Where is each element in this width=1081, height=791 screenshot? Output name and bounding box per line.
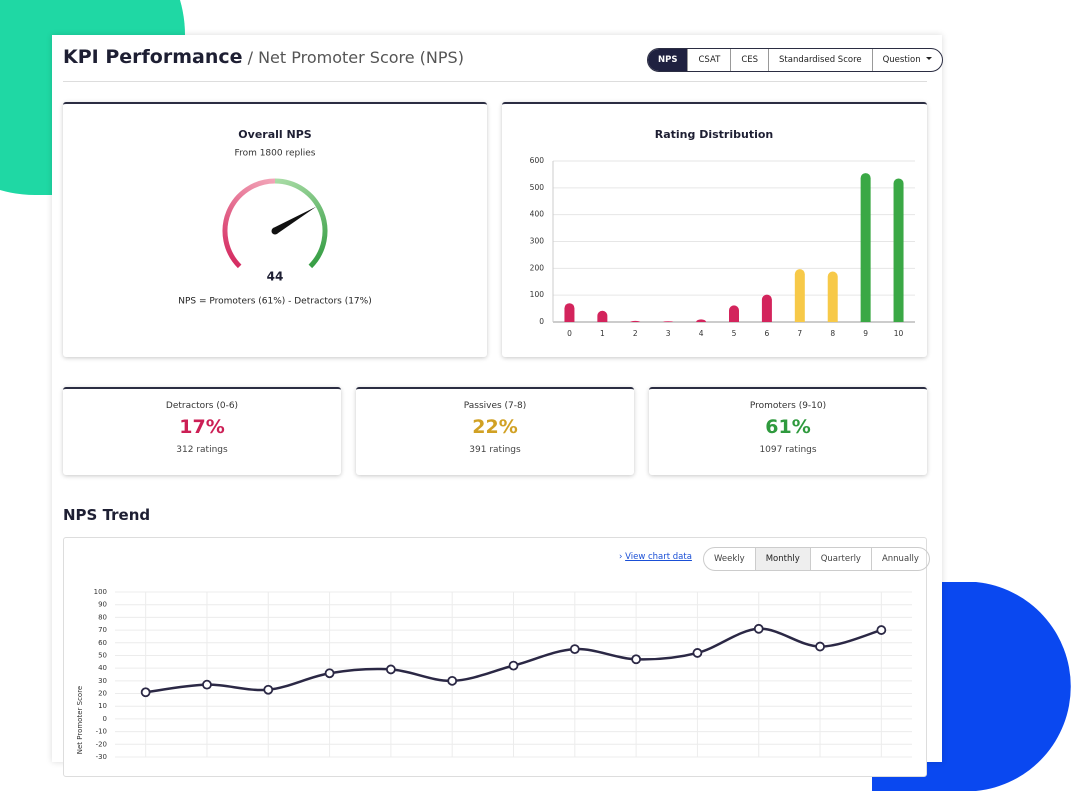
tab[interactable]: NPS [648,49,688,71]
trend-title: NPS Trend [63,506,151,524]
period-button[interactable]: Monthly [754,548,810,570]
summary-count: 312 ratings [176,445,228,455]
period-button[interactable]: Weekly [714,554,745,564]
summary-card: Promoters (9-10) 61% 1097 ratings [649,387,927,475]
gauge-card [63,102,487,357]
header: KPI Performance / Net Promoter Score (NP… [63,46,464,68]
period-switch: Weekly Monthly Quarterly Annually [703,547,930,571]
chart-data-link[interactable]: › View chart data [619,552,692,562]
summary-value: 17% [179,416,225,438]
period-button[interactable]: Quarterly [809,548,871,570]
period-button[interactable]: Annually [870,548,929,570]
summary-label: Passives (7-8) [463,401,527,411]
summary-label: Promoters (9-10) [749,401,827,411]
summary-card: Detractors (0-6) 17% 312 ratings [63,387,341,475]
summary-count: 1097 ratings [759,445,817,455]
subtitle: / Net Promoter Score (NPS) [247,48,464,67]
summary-label: Detractors (0-6) [165,401,239,411]
summary-value: 22% [472,416,518,438]
tab[interactable]: Question [871,49,942,71]
summary-card: Passives (7-8) 22% 391 ratings [356,387,634,475]
summary-count: 391 ratings [469,445,521,455]
tabs: NPS CSAT CES Standardised Score Question [647,48,943,72]
tab[interactable]: CES [730,49,768,71]
caret [925,56,932,63]
link-text[interactable]: View chart data [625,552,692,562]
title: KPI Performance [63,46,243,68]
summary-value: 61% [765,416,811,438]
trend-card [63,537,927,777]
bar-card [502,102,927,357]
tab[interactable]: CSAT [687,49,730,71]
tab[interactable]: Standardised Score [768,49,872,71]
divider [63,81,927,82]
